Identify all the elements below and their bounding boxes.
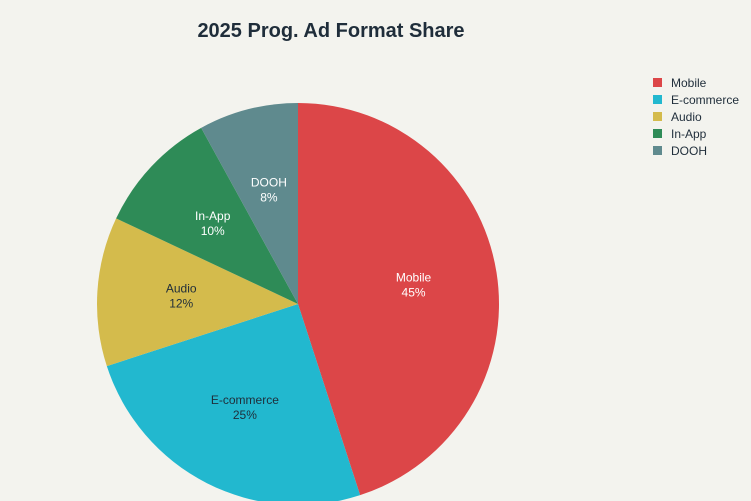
slice-category-label: Mobile — [396, 271, 432, 285]
legend-label: In-App — [671, 126, 707, 141]
legend-item-in-app[interactable]: In-App — [653, 125, 739, 142]
pie-slice-e-commerce — [106, 304, 361, 501]
legend-swatch — [653, 129, 662, 138]
pie-slice-in-app — [116, 127, 298, 304]
slice-value-label: 12% — [169, 297, 193, 311]
slice-category-label: DOOH — [251, 176, 287, 190]
legend-swatch — [653, 78, 662, 87]
slice-value-label: 10% — [201, 224, 225, 238]
legend-swatch — [653, 95, 662, 104]
slice-value-label: 8% — [260, 191, 278, 205]
legend: Mobile E-commerce Audio In-App DOOH — [653, 74, 739, 159]
legend-swatch — [653, 146, 662, 155]
legend-label: Mobile — [671, 75, 707, 90]
legend-label: E-commerce — [671, 92, 740, 107]
legend-item-audio[interactable]: Audio — [653, 108, 739, 125]
legend-item-mobile[interactable]: Mobile — [653, 74, 739, 91]
pie-slice-audio — [97, 218, 299, 367]
slice-value-label: 45% — [402, 286, 426, 300]
legend-item-e-commerce[interactable]: E-commerce — [653, 91, 739, 108]
pie-slice-dooh — [201, 103, 298, 304]
chart-title: 2025 Prog. Ad Format Share — [197, 20, 465, 42]
legend-label: Audio — [671, 109, 702, 124]
pie-slice-mobile — [298, 103, 499, 496]
slice-category-label: In-App — [195, 209, 231, 223]
legend-label: DOOH — [671, 143, 707, 158]
slice-category-label: E-commerce — [211, 393, 279, 407]
slice-category-label: Audio — [166, 282, 197, 296]
legend-item-dooh[interactable]: DOOH — [653, 142, 739, 159]
legend-swatch — [653, 112, 662, 121]
slice-value-label: 25% — [233, 408, 257, 422]
